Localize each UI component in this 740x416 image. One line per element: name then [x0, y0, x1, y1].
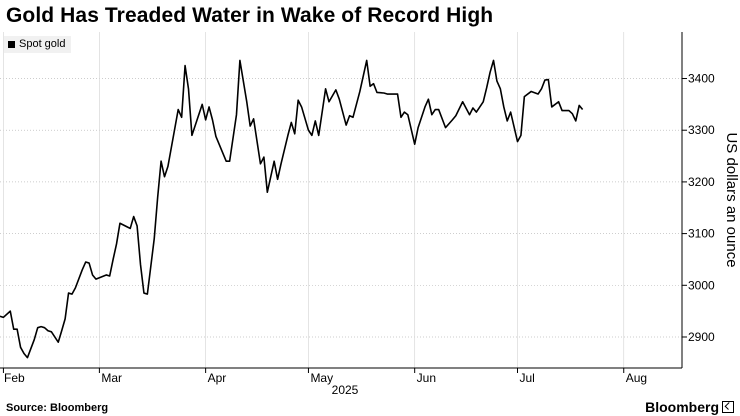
- x-tick-label-jun: Jun: [417, 371, 436, 385]
- y-tick-label: 3300: [688, 123, 715, 137]
- y-tick-label: 3000: [688, 278, 715, 292]
- chart-title: Gold Has Treaded Water in Wake of Record…: [6, 4, 494, 27]
- legend: Spot gold: [4, 36, 72, 53]
- x-tick-label-apr: Apr: [208, 371, 227, 385]
- y-axis-label: US dollars an ounce: [723, 132, 740, 267]
- y-ticks: 2900 3000 3100 3200 3300 3400: [682, 72, 715, 344]
- x-tick-label-may: May: [310, 371, 333, 385]
- x-tick-label-jul: Jul: [519, 371, 534, 385]
- brand-name: Bloomberg: [645, 399, 719, 415]
- gridlines: [0, 78, 682, 338]
- legend-swatch-spot-gold: [8, 40, 15, 48]
- y-tick-label: 2900: [688, 330, 715, 344]
- x-tick-label-feb: Feb: [4, 371, 25, 385]
- y-tick-label: 3400: [688, 72, 715, 86]
- source-label: Source: Bloomberg: [6, 402, 109, 414]
- brand-logo: Bloomberg: [645, 399, 734, 415]
- brand-arrow-icon: [722, 401, 734, 413]
- x-tick-label-mar: Mar: [101, 371, 122, 385]
- y-tick-label: 3200: [688, 175, 715, 189]
- legend-label-spot-gold: Spot gold: [19, 38, 66, 50]
- x-axis-year-label: 2025: [332, 383, 359, 397]
- x-ticks: Feb Mar Apr May Jun Jul Aug: [2, 368, 647, 385]
- y-tick-label: 3100: [688, 227, 715, 241]
- x-gridlines: [3, 32, 625, 368]
- x-tick-label-aug: Aug: [626, 371, 647, 385]
- series-line-spot-gold: [0, 59, 584, 359]
